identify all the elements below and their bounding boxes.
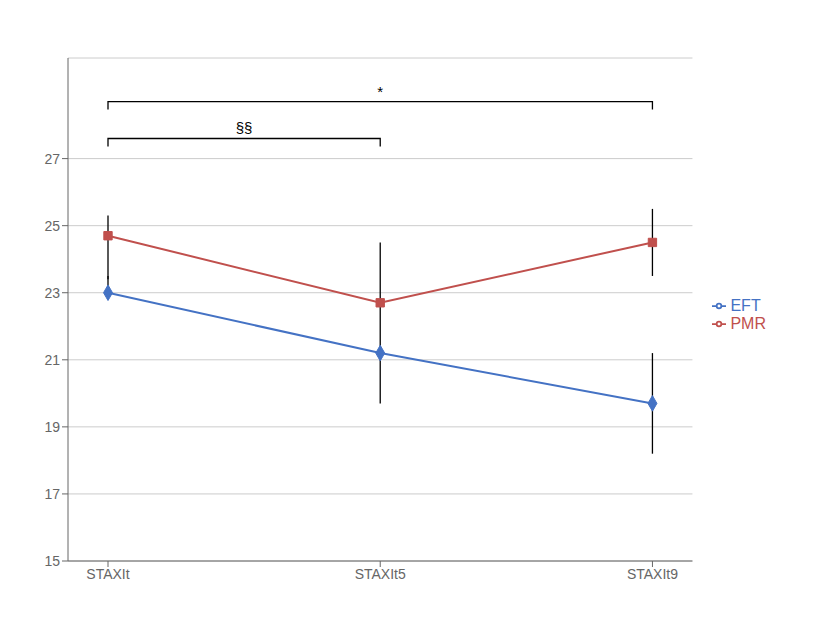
html-text:PMR: PMR [730,314,766,332]
svg-text:§§: §§ [236,119,253,136]
svg-text:27: 27 [44,151,60,167]
svg-text:21: 21 [44,352,60,368]
svg-text:19: 19 [44,419,60,435]
svg-text:15: 15 [44,553,60,569]
svg-text:*: * [377,83,383,100]
svg-text:STAXIt: STAXIt [86,566,129,582]
svg-text:25: 25 [44,218,60,234]
svg-text:23: 23 [44,285,60,301]
svg-text:STAXIt9: STAXIt9 [627,566,678,582]
html-text:EFT: EFT [730,296,761,314]
svg-text:STAXIt5: STAXIt5 [355,566,406,582]
svg-text:17: 17 [44,486,60,502]
